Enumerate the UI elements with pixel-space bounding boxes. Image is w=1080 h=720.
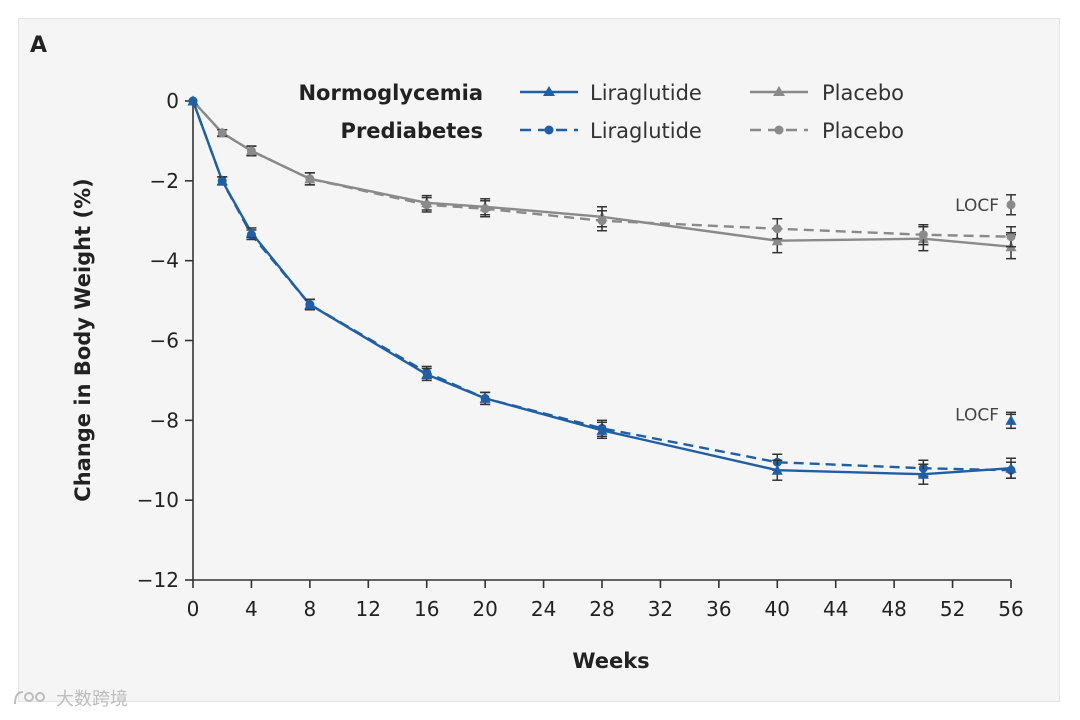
x-tick-label: 16 [414, 597, 439, 621]
panel-label: A [30, 33, 47, 58]
locf-label: LOCF [955, 405, 999, 425]
y-tick-label: −10 [137, 488, 179, 512]
x-tick-label: 20 [472, 597, 497, 621]
legend: Normoglycemia Prediabetes Liraglutide Pl… [298, 81, 904, 143]
data-point [771, 464, 783, 475]
legend-swatch-prediabetes-liraglutide [520, 125, 578, 135]
data-point [216, 175, 228, 186]
x-tick-label: 36 [706, 597, 731, 621]
y-axis-title: Change in Body Weight (%) [71, 178, 95, 501]
legend-entry-normoglycemia-placebo: Placebo [822, 81, 904, 105]
x-tick-label: 0 [187, 597, 200, 621]
x-tick-label: 4 [245, 597, 258, 621]
legend-group-label-prediabetes: Prediabetes [341, 119, 483, 143]
watermark: 大数跨境 [12, 686, 128, 710]
y-tick-label: −4 [150, 249, 179, 273]
legend-swatch-prediabetes-placebo [750, 125, 808, 135]
axes: 0−2−4−6−8−10−12 0 4 8 12 16 20 24 28 32 36 40 44 48 5… [137, 89, 1024, 621]
data-point [479, 392, 491, 403]
x-tick-label: 28 [589, 597, 614, 621]
data-point [596, 424, 608, 435]
watermark-logo-icon [14, 691, 45, 705]
locf-annotations: LOCF LOCF [955, 194, 1017, 430]
x-tick-label: 56 [998, 597, 1023, 621]
x-tick-label: 8 [303, 597, 316, 621]
y-tick-label: 0 [166, 89, 179, 113]
locf-point [1005, 414, 1017, 425]
legend-entry-normoglycemia-liraglutide: Liraglutide [590, 81, 702, 105]
x-tick-label: 52 [940, 597, 965, 621]
legend-swatch-normoglycemia-placebo [750, 86, 808, 96]
data-point [597, 216, 607, 226]
data-point [246, 146, 256, 156]
y-ticks: 0 −2 −4 −6 −8 −10 −12 [137, 89, 193, 592]
x-tick-label: 32 [648, 597, 673, 621]
x-ticks: 0 4 8 12 16 20 24 28 32 36 40 44 48 52 56 [187, 580, 1024, 621]
data-point [772, 224, 782, 234]
x-tick-label: 24 [531, 597, 556, 621]
data-point [217, 128, 227, 138]
figure-frame [18, 18, 1060, 702]
series-layer [187, 95, 1017, 485]
series-line [191, 100, 1012, 476]
data-point [1005, 462, 1017, 473]
data-point [918, 230, 928, 240]
series-prediabetes-liraglutide [188, 96, 1016, 479]
y-tick-label: −6 [150, 329, 179, 353]
y-tick-label: −12 [137, 568, 179, 592]
series-line [191, 100, 1012, 472]
data-point [480, 204, 490, 214]
x-tick-label: 48 [881, 597, 906, 621]
series-line [192, 100, 1012, 248]
x-axis-title: Weeks [572, 649, 649, 673]
data-point [187, 95, 199, 106]
x-tick-label: 40 [765, 597, 790, 621]
locf-point [1006, 200, 1016, 210]
x-tick-label: 44 [823, 597, 848, 621]
locf-annotation-0: LOCF [955, 194, 1016, 234]
legend-group-label-normoglycemia: Normoglycemia [298, 81, 483, 105]
data-point [422, 200, 432, 210]
data-point [421, 368, 433, 379]
series-line [192, 100, 1012, 238]
data-point [304, 299, 316, 310]
data-point [917, 468, 929, 479]
data-point [1006, 232, 1016, 242]
watermark-text: 大数跨境 [56, 689, 128, 710]
data-point [771, 235, 783, 246]
legend-entry-prediabetes-placebo: Placebo [822, 119, 904, 143]
y-tick-label: −2 [150, 169, 179, 193]
y-tick-label: −8 [150, 408, 179, 432]
locf-annotation-1: LOCF [955, 405, 1017, 430]
locf-label: LOCF [955, 196, 999, 216]
data-point [245, 227, 257, 238]
legend-swatch-normoglycemia-liraglutide [520, 86, 578, 96]
series-normoglycemia-liraglutide [187, 95, 1017, 485]
data-point [305, 174, 315, 184]
x-tick-label: 12 [356, 597, 381, 621]
legend-entry-prediabetes-liraglutide: Liraglutide [590, 119, 702, 143]
